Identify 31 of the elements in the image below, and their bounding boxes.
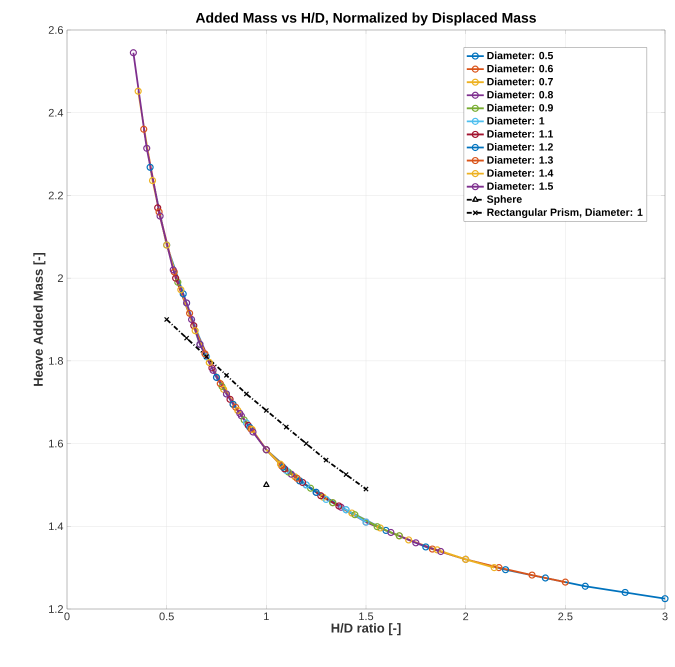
y-tick-label: 2 (58, 274, 63, 282)
y-tick-label: 2.4 (48, 108, 64, 117)
x-axis-title: H/D ratio [-] (332, 623, 401, 636)
x-tick-label: 2 (463, 612, 468, 620)
legend-label: Diameter: 1.4 (487, 169, 554, 177)
y-tick-label: 1.6 (49, 440, 63, 448)
legend-label: Diameter: 0.7 (487, 78, 553, 86)
legend-label: Diameter: 0.8 (487, 90, 554, 98)
legend-label: Diameter: 0.6 (487, 64, 553, 72)
x-tick-label: 0.5 (159, 612, 174, 620)
legend-label: Diameter: 1 (487, 116, 544, 125)
y-axis-title: Heave Added Mass [-] (33, 252, 46, 386)
legend-label: Diameter: 1.5 (487, 182, 554, 190)
legend-label: Diameter: 0.9 (487, 104, 553, 112)
x-tick-label: 1 (264, 612, 269, 620)
legend-label: Diameter: 1.1 (487, 130, 554, 138)
legend-label: Rectangular Prism, Diameter: 1 (487, 208, 643, 218)
chart-title: Added Mass vs H/D, Normalized by Displaced Mass (196, 12, 536, 26)
x-tick-label: 0 (64, 612, 70, 620)
x-tick-label: 1.5 (359, 612, 374, 620)
x-tick-label: 3 (662, 612, 668, 620)
legend-label: Diameter: 0.5 (487, 52, 554, 60)
x-tick-label: 2.5 (558, 612, 572, 620)
y-tick-label: 1.2 (49, 605, 63, 613)
y-tick-label: 1.8 (49, 356, 63, 365)
legend-label: Sphere (486, 195, 522, 205)
y-tick-label: 2.2 (48, 192, 63, 200)
y-tick-label: 2.6 (48, 26, 63, 34)
legend-label: Diameter: 1.3 (487, 156, 553, 164)
legend-label: Diameter: 1.2 (487, 142, 553, 151)
y-tick-label: 1.4 (49, 522, 64, 530)
